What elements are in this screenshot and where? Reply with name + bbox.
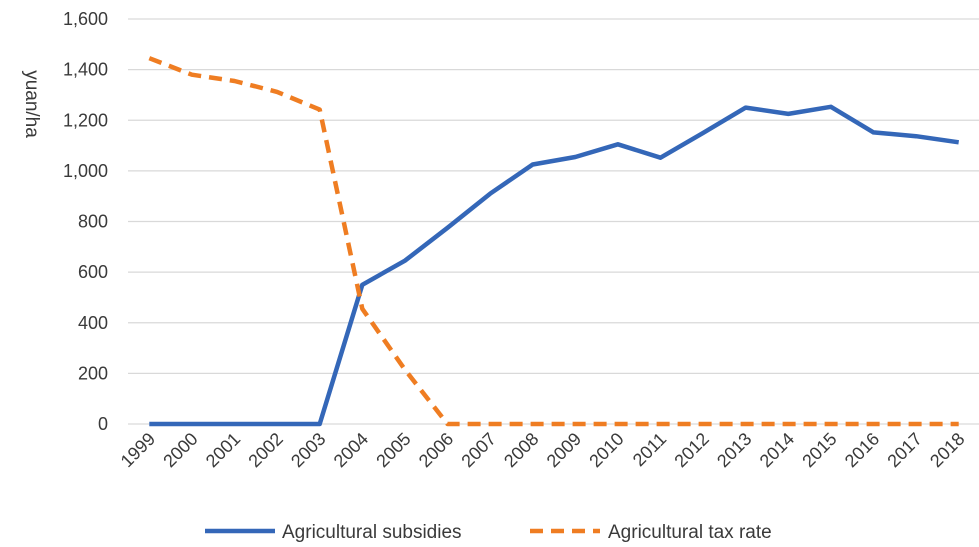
- y-tick-label: 800: [78, 212, 108, 232]
- x-tick-label: 1999: [117, 429, 159, 471]
- series-line-agricultural-tax-rate: [148, 56, 959, 427]
- x-tick-label: 2004: [330, 429, 372, 471]
- y-tick-label: 1,600: [63, 9, 108, 29]
- x-tick-label: 2008: [500, 429, 542, 471]
- y-axis-ticks: 0 200 400 600 800 1,000 1,200 1,400 1,600: [63, 9, 108, 434]
- y-tick-label: 1,000: [63, 161, 108, 181]
- x-tick-label: 2009: [543, 429, 585, 471]
- x-tick-label: 2014: [756, 429, 798, 471]
- x-tick-label: 2005: [372, 429, 414, 471]
- x-tick-label: 2016: [841, 429, 883, 471]
- legend-label-agricultural-tax-rate: Agricultural tax rate: [608, 522, 772, 543]
- y-tick-label: 400: [78, 313, 108, 333]
- y-tick-label: 0: [98, 414, 108, 434]
- series-lines: [148, 56, 960, 427]
- y-tick-label: 200: [78, 363, 108, 383]
- y-tick-label: 1,200: [63, 110, 108, 130]
- x-tick-label: 2010: [585, 429, 627, 471]
- y-tick-label: 1,400: [63, 60, 108, 80]
- x-axis-ticks: 1999 2000 2001 2002 2003 2004 2005 2006 2007 2008…: [117, 429, 969, 471]
- legend: Agricultural subsidies Agricultural tax …: [205, 522, 772, 543]
- x-tick-label: 2006: [415, 429, 457, 471]
- x-tick-label: 2007: [457, 429, 499, 471]
- y-axis-label: yuan/ha: [21, 70, 42, 138]
- x-tick-label: 2002: [244, 429, 286, 471]
- x-tick-label: 2015: [798, 429, 840, 471]
- x-tick-label: 2013: [713, 429, 755, 471]
- x-tick-label: 2017: [883, 429, 925, 471]
- x-tick-label: 2000: [159, 429, 201, 471]
- x-tick-label: 2003: [287, 429, 329, 471]
- y-tick-label: 600: [78, 262, 108, 282]
- x-tick-label: 2001: [202, 429, 244, 471]
- series-line-agricultural-subsidies: [149, 104, 960, 427]
- x-tick-label: 2012: [670, 429, 712, 471]
- gridlines: [128, 18, 979, 425]
- x-tick-label: 2018: [926, 429, 968, 471]
- legend-label-agricultural-subsidies: Agricultural subsidies: [282, 522, 462, 543]
- x-tick-label: 2011: [629, 429, 671, 471]
